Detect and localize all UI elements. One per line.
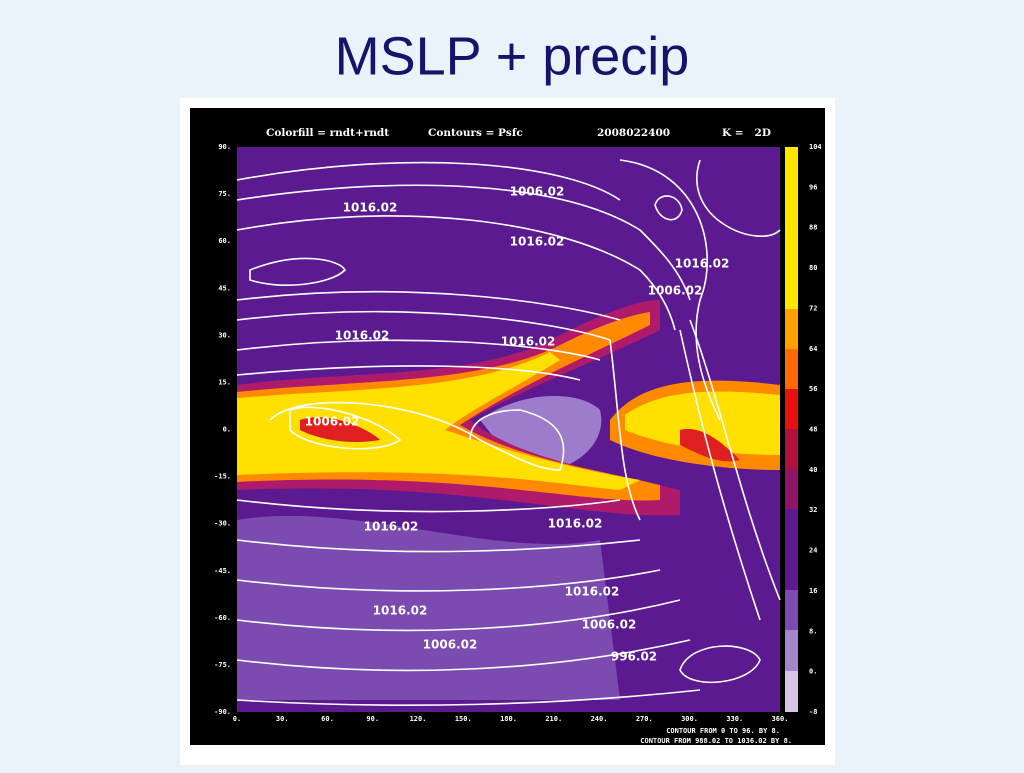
contour-label: 1006.02 [582,618,637,632]
colorbar-swatch [785,630,798,671]
colorbar-swatch [785,671,798,712]
colorbar-swatch [785,309,798,349]
y-tick-label: 60. [218,237,231,245]
contour-label: 1016.02 [343,201,398,215]
contour-label: 1016.02 [501,335,556,349]
contour-label: 1016.02 [373,604,428,618]
x-tick-label: 60. [321,715,334,723]
x-tick-label: 30. [276,715,289,723]
colorbar-swatch [785,147,798,309]
colorbar-label: 104 [809,143,822,151]
colorbar-label: 48 [809,426,817,434]
colorbar-swatch [785,349,798,389]
colorbar [785,147,798,712]
contour-label: 1006.02 [648,284,703,298]
x-tick-label: 0. [233,715,241,723]
header-level: K = 2D [722,127,771,139]
header-contours: Contours = Psfc [428,127,523,139]
colorbar-label: 40 [809,466,817,474]
contour-label: 1006.02 [510,185,565,199]
colorbar-label: 72 [809,304,817,312]
y-tick-label: 75. [218,190,231,198]
y-tick-label: -45. [214,567,231,575]
x-tick-label: 300. [681,715,698,723]
colorbar-label: 64 [809,345,817,353]
x-tick-label: 120. [410,715,427,723]
slide-title: MSLP + precip [335,26,690,86]
colorbar-label: 96 [809,183,817,191]
x-tick-label: 360. [772,715,789,723]
y-tick-label: -30. [214,520,231,528]
footer-text: CONTOUR FROM 0 TO 96. BY 8. [666,727,780,735]
y-tick-label: 0. [223,426,231,434]
contour-label: 1016.02 [510,235,565,249]
y-tick-label: 90. [218,143,231,151]
colorbar-swatch [785,509,798,590]
contour-label: 1016.02 [565,585,620,599]
contour-label: 1016.02 [675,257,730,271]
header-colorfill: Colorfill = rndt+rndt [266,127,389,139]
header-date: 2008022400 [597,127,670,139]
precip-fill [680,429,740,462]
colorbar-label: 80 [809,264,817,272]
contour-label: 1006.02 [305,415,360,429]
x-tick-label: 90. [366,715,379,723]
colorbar-swatch [785,590,798,630]
precip-fill [300,417,380,442]
contour-label: 1016.02 [335,329,390,343]
colorbar-swatch [785,389,798,429]
x-tick-label: 240. [591,715,608,723]
light-fill [237,515,620,700]
precip-fill [237,352,640,490]
x-tick-label: 180. [500,715,517,723]
footer-text: CONTOUR FROM 988.02 TO 1036.02 BY 8. [640,737,792,745]
colorbar-label: 0. [809,668,817,676]
colorbar-label: 16 [809,587,817,595]
colorbar-label: -8 [809,708,817,716]
y-tick-label: 45. [218,284,231,292]
contours [236,159,781,706]
x-tick-label: 210. [545,715,562,723]
y-tick-label: -75. [214,661,231,669]
y-tick-label: -15. [214,473,231,481]
y-tick-label: -60. [214,614,231,622]
contour-label: 1006.02 [423,638,478,652]
colorbar-label: 56 [809,385,817,393]
colorbar-label: 8. [809,627,817,635]
contour-label: 1016.02 [364,520,419,534]
contour-label: 996.02 [611,650,657,664]
x-tick-label: 270. [636,715,653,723]
colorbar-label: 24 [809,547,817,555]
y-tick-label: -90. [214,708,231,716]
x-tick-label: 150. [455,715,472,723]
colorbar-label: 88 [809,224,817,232]
y-tick-label: 30. [218,331,231,339]
y-tick-label: 15. [218,378,231,386]
field [237,147,780,712]
colorbar-label: 32 [809,506,817,514]
colorbar-swatch [785,469,798,509]
contour-label: 1016.02 [548,517,603,531]
x-tick-label: 330. [726,715,743,723]
colorbar-swatch [785,429,798,469]
